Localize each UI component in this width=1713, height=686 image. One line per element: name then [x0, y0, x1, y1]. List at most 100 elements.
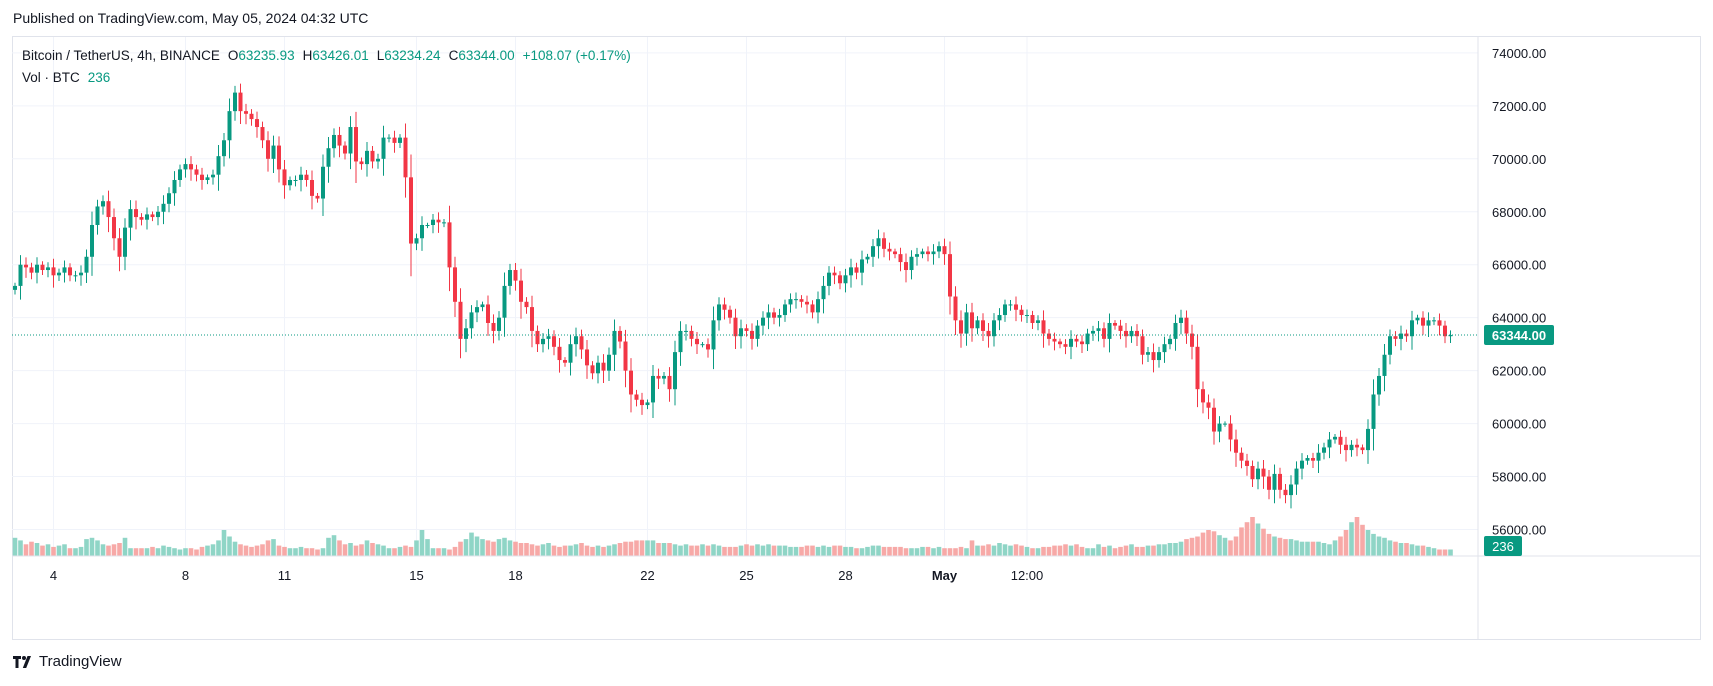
candle-body [585, 349, 589, 366]
candle-body [1102, 328, 1106, 339]
volume-bar [452, 546, 458, 556]
volume-bar [1211, 531, 1217, 556]
volume-bar [936, 546, 942, 556]
volume-bar [326, 537, 331, 556]
candle-body [799, 299, 804, 302]
volume-bar [788, 546, 793, 556]
volume-bar [392, 548, 397, 556]
volume-bar [656, 543, 661, 556]
x-tick-label: May [932, 568, 958, 583]
volume-bar [694, 545, 700, 556]
volume-bar [826, 546, 832, 556]
candle-body [79, 272, 83, 276]
volume-bar [854, 548, 859, 556]
volume-bar [1261, 528, 1266, 556]
volume-bar [128, 548, 133, 556]
volume-bar [1189, 537, 1195, 556]
candle-body [1289, 484, 1293, 496]
candle-body [1223, 423, 1227, 425]
volume-bar [1420, 545, 1426, 556]
volume-bar [975, 545, 980, 556]
candle-body [618, 330, 622, 342]
candle-body [436, 219, 441, 223]
candle-body [464, 328, 468, 339]
candle-body [959, 320, 963, 334]
candle-body [1063, 344, 1068, 347]
volume-bar [755, 544, 760, 556]
candle-body [95, 206, 100, 226]
volume-bar [1354, 517, 1360, 556]
volume-bar [590, 546, 595, 556]
tradingview-brand[interactable]: TradingView [13, 653, 122, 670]
candle-body [739, 328, 743, 337]
volume-bar [276, 545, 282, 556]
volume-bar [238, 544, 243, 556]
volume-bar [78, 546, 84, 556]
volume-bar [1167, 543, 1173, 556]
candle-body [1250, 465, 1255, 480]
volume-bar [1426, 546, 1431, 556]
volume-bar [1321, 543, 1327, 556]
candle-body [524, 301, 529, 308]
candle-body [18, 264, 23, 286]
candle-body [711, 320, 716, 350]
candle-body [266, 140, 270, 159]
candle-body [1080, 341, 1084, 345]
candle-body [84, 256, 89, 273]
volume-bar [29, 541, 34, 556]
candle-body [937, 246, 941, 252]
candle-body [29, 267, 34, 273]
volume-bar [1101, 546, 1107, 556]
candle-body [469, 312, 474, 329]
volume-bar [1052, 545, 1057, 556]
candle-body [249, 113, 254, 120]
candle-body [574, 336, 578, 345]
volume-bar [887, 546, 892, 556]
candle-body [1322, 447, 1326, 453]
grid-lines [12, 37, 1478, 556]
last-price-label: 63344.00 [1492, 328, 1546, 343]
volume-bar [1371, 533, 1376, 556]
candle-body [1217, 423, 1222, 432]
candle-body [1360, 447, 1365, 451]
volume-bar [1409, 544, 1415, 556]
volume-bar [177, 549, 183, 556]
candle-body [772, 312, 776, 318]
volume-bar [925, 546, 931, 556]
candle-body [51, 267, 56, 276]
volume-bar [348, 543, 353, 556]
candle-body [541, 338, 545, 345]
candle-body [40, 264, 45, 271]
candle-body [1162, 344, 1167, 353]
volume-bar [700, 544, 705, 556]
volume-bar [309, 548, 315, 556]
volume-bar [1255, 523, 1261, 556]
volume-bar [1332, 540, 1338, 556]
x-tick-label: 4 [50, 568, 57, 583]
candle-body [255, 119, 259, 128]
volume-bar [634, 540, 639, 556]
candle-body [491, 322, 496, 331]
candle-body [1201, 389, 1205, 403]
volume-bar [650, 540, 656, 556]
candle-body [123, 227, 127, 257]
volume-bar [1382, 537, 1387, 556]
candle-body [563, 360, 567, 363]
candle-body [1300, 460, 1304, 469]
volume-bar [1365, 530, 1371, 556]
candle-body [854, 267, 859, 273]
candle-body [128, 209, 133, 228]
volume-bar [931, 548, 936, 556]
candle-body [1256, 468, 1260, 480]
volume-bar [1046, 546, 1052, 556]
candle-body [1047, 333, 1051, 339]
candle-body [1146, 352, 1150, 355]
candle-body [205, 177, 210, 180]
candle-body [1096, 328, 1101, 331]
volume-bar [1057, 545, 1063, 556]
volume-bar [1272, 536, 1277, 556]
candle-body [513, 270, 518, 281]
volume-bar [573, 544, 579, 556]
candle-body [310, 179, 314, 196]
